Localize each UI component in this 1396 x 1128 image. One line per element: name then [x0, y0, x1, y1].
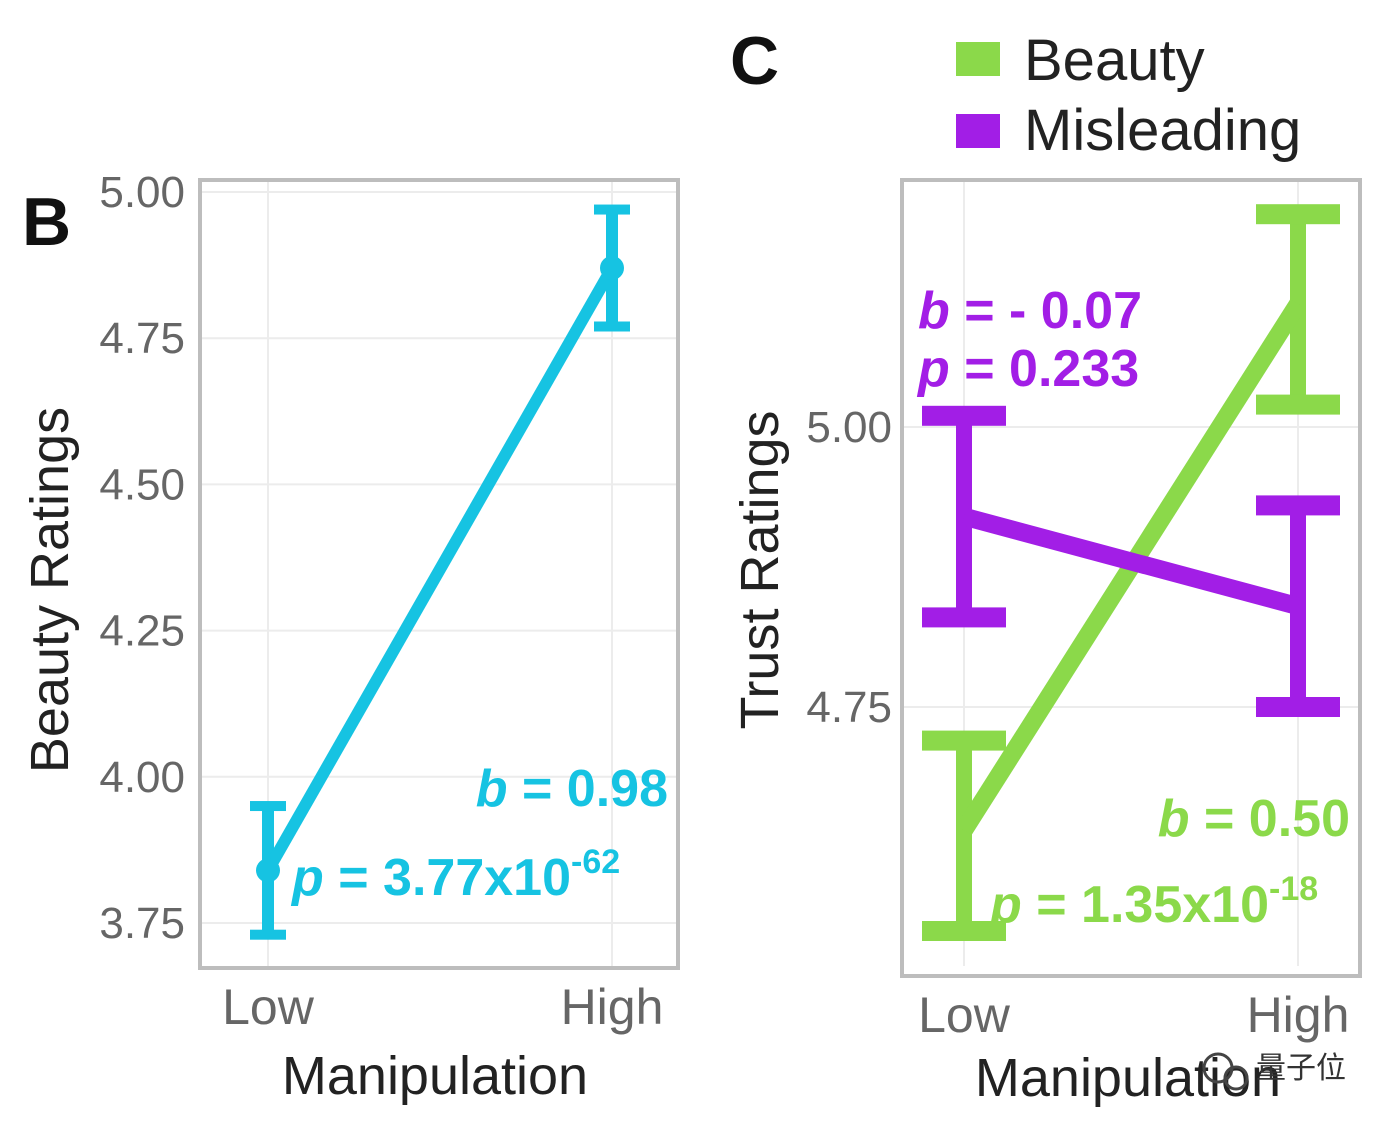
panel-b-letter: B [22, 184, 71, 260]
panel-b-ytick-label: 5.00 [99, 168, 185, 217]
panel-b-series0-point-low [256, 858, 280, 883]
panel-c-beauty-b-annotation: b = 0.50 [1158, 790, 1350, 848]
panel-c-misleading-b-value: = - 0.07 [950, 282, 1142, 340]
panel-c-beauty-b-letter: b [1158, 790, 1190, 848]
legend-swatch-beauty [956, 42, 1000, 76]
panel-c-plot-frame [900, 178, 1362, 978]
panel-b-p-exponent: -62 [571, 843, 620, 881]
panel-b-series0-errorcap-top-low [250, 801, 286, 812]
panel-b-ytick-label: 3.75 [99, 899, 185, 948]
panel-c-beauty-errorcap-top-high [1256, 204, 1340, 225]
panel-b-series0-errorcap-bottom-low [250, 929, 286, 940]
panel-c-x-axis-title: Manipulation [975, 1048, 1281, 1108]
legend-label-misleading: Misleading [1024, 98, 1301, 163]
panel-b-plot-frame [198, 178, 680, 970]
panel-b-ytick-label: 4.00 [99, 753, 185, 802]
panel-b: B 3.75 4.00 4.25 4.50 4.75 5.00 Low High Mani… [20, 168, 680, 1106]
panel-c-beauty-errorcap-top-low [922, 730, 1006, 751]
panel-c-misleading-p-value: = 0.233 [950, 340, 1139, 398]
panel-b-x-axis-title: Manipulation [282, 1046, 588, 1106]
panel-c-beauty-p-annotation: p = 1.35x10-18 [988, 870, 1318, 934]
panel-c-misleading-errorcap-bottom-high [1256, 697, 1340, 717]
panel-b-p-letter: p [290, 849, 324, 907]
panel-c-xtick-low: Low [918, 987, 1011, 1043]
panel-c-misleading-b-annotation: b = - 0.07 [918, 282, 1142, 340]
panel-c-ytick-label: 5.00 [806, 403, 892, 452]
panel-b-series [250, 204, 630, 940]
panel-c-beauty-p-letter: p [988, 876, 1022, 934]
panel-b-b-value: = 0.98 [508, 760, 668, 818]
panel-b-p-annotation: p = 3.77x10-62 [290, 843, 620, 907]
wechat-logo-icon-small [1223, 1065, 1249, 1091]
panel-c-beauty-errorcap-bottom-low [922, 921, 1006, 941]
legend: Beauty Misleading [956, 28, 1301, 163]
panel-b-series0-line [262, 265, 618, 874]
panel-b-ytick-label: 4.50 [99, 460, 185, 509]
panel-c-misleading-errorcap-top-low [922, 405, 1006, 426]
panel-c-letter: C [730, 23, 779, 99]
panel-c-misleading-p-letter: p [916, 340, 950, 398]
panel-b-xtick-high: High [561, 979, 664, 1035]
panel-c-beauty-p-exponent: -18 [1269, 870, 1318, 908]
panel-c-beauty-errorcap-bottom-high [1256, 394, 1340, 415]
panel-c-beauty-b-value: = 0.50 [1190, 790, 1350, 848]
panel-b-series0-point-high [600, 256, 624, 281]
panel-b-series0-errorcap-top-high [594, 204, 630, 215]
panel-c-series [922, 204, 1340, 941]
panel-b-ytick-label: 4.25 [99, 607, 185, 656]
panel-c-beauty-p-value: = 1.35x10 [1022, 876, 1269, 934]
panel-c-misleading-errorcap-bottom-low [922, 607, 1006, 628]
panel-b-y-axis-title: Beauty Ratings [20, 407, 80, 773]
panel-c-y-axis-title: Trust Ratings [730, 410, 790, 729]
panel-b-xtick-low: Low [222, 979, 315, 1035]
panel-c-misleading-p-annotation: p = 0.233 [916, 340, 1139, 398]
panel-c-y-ticks: 4.75 5.00 [806, 403, 892, 732]
panel-b-p-value: = 3.77x10 [324, 849, 571, 907]
panel-c-misleading-errorcap-top-high [1256, 495, 1340, 516]
panel-b-series0-errorcap-bottom-high [594, 321, 630, 332]
panel-b-ytick-label: 4.75 [99, 314, 185, 363]
panel-c-xtick-high: High [1247, 987, 1350, 1043]
legend-swatch-misleading [956, 114, 1000, 148]
watermark-text: 量子位 [1256, 1052, 1346, 1085]
panel-b-y-ticks: 3.75 4.00 4.25 4.50 4.75 5.00 [99, 168, 185, 948]
legend-label-beauty: Beauty [1024, 28, 1205, 93]
panel-c-misleading-b-letter: b [918, 282, 950, 340]
watermark: 量子位 [1202, 1052, 1346, 1091]
panel-b-b-letter: b [476, 760, 508, 818]
panel-c: C Beauty Misleading 4.75 5.00 Low High Ma… [730, 23, 1362, 1108]
panel-b-b-annotation: b = 0.98 [476, 760, 668, 818]
panel-c-ytick-label: 4.75 [806, 683, 892, 732]
panel-c-misleading-line [961, 507, 1301, 615]
